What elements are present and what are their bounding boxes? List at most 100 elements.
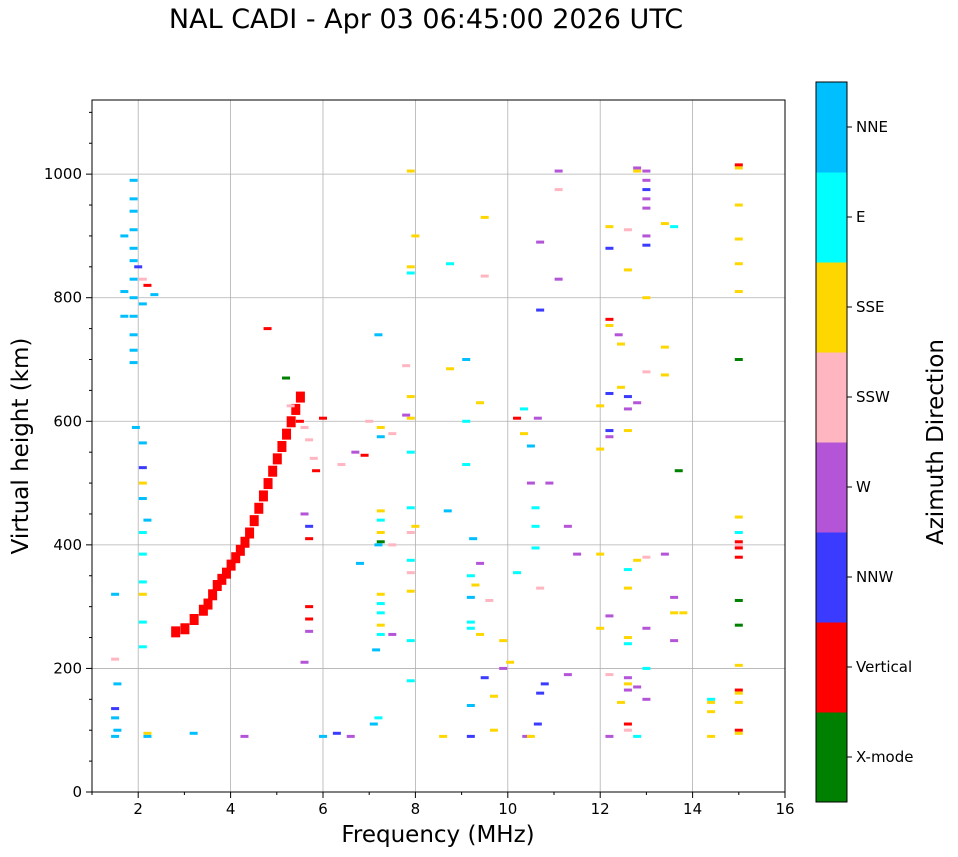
grid-layer (92, 100, 786, 793)
echo-point-228 (734, 531, 743, 534)
echo-point-18 (138, 277, 147, 281)
echo-point-235 (734, 663, 743, 667)
echo-point-71 (376, 518, 385, 522)
echo-point-201 (642, 370, 651, 374)
x-tick-label-0: 2 (133, 800, 143, 818)
colorbar-label-nnw: NNW (856, 568, 893, 586)
trace-point-23 (291, 403, 301, 415)
echo-point-92 (402, 413, 411, 417)
colorbar-swatch-nne (816, 82, 847, 173)
echo-point-32 (111, 592, 120, 596)
echo-point-163 (596, 447, 605, 451)
echo-point-147 (526, 734, 535, 738)
echo-point-36 (111, 716, 120, 720)
x-tick-label-4: 10 (498, 800, 517, 818)
trace-point-4 (203, 598, 213, 610)
echo-point-171 (616, 700, 625, 704)
echo-point-59 (319, 734, 327, 738)
y-tick-label-5: 1000 (44, 165, 82, 183)
echo-point-230 (734, 543, 743, 547)
echo-point-66 (365, 419, 374, 423)
echo-point-181 (623, 642, 632, 646)
echo-point-101 (406, 639, 415, 643)
echo-point-50 (312, 469, 321, 473)
echo-point-212 (670, 595, 679, 599)
echo-point-211 (660, 552, 669, 556)
echo-point-58 (300, 660, 309, 664)
echo-point-65 (355, 561, 364, 565)
echo-point-128 (499, 666, 508, 670)
colorbar-swatch-x-mode (816, 712, 847, 803)
echo-point-121 (476, 561, 485, 565)
echo-point-220 (734, 163, 743, 167)
echo-point-221 (734, 166, 743, 170)
colorbar: X-mode Vertical NNW W SSW SSE E NNE (815, 81, 913, 803)
echo-point-137 (536, 308, 545, 312)
echo-point-94 (406, 450, 415, 454)
trace-point-8 (221, 567, 231, 579)
trace-point-2 (189, 614, 199, 625)
echo-point-46 (295, 419, 304, 423)
echo-point-12 (134, 265, 143, 269)
echo-point-79 (376, 632, 385, 636)
echo-point-149 (554, 169, 563, 173)
echo-point-4 (129, 246, 138, 250)
echo-point-20 (131, 425, 140, 429)
echo-point-144 (536, 691, 545, 695)
echo-point-73 (376, 540, 385, 544)
echo-point-195 (642, 188, 651, 192)
echo-point-145 (533, 722, 542, 726)
trace-point-15 (254, 502, 264, 514)
echo-point-157 (605, 317, 614, 321)
echo-point-70 (376, 509, 385, 513)
echo-point-165 (605, 435, 614, 439)
colorbar-label-ssw: SSW (856, 388, 890, 406)
trace-point-24 (295, 391, 305, 403)
echo-point-132 (519, 432, 528, 436)
colorbar-title: Azimuth Direction (923, 339, 949, 545)
echo-point-223 (734, 237, 743, 241)
echo-point-120 (476, 401, 485, 405)
echo-point-88 (406, 265, 415, 269)
echo-point-85 (388, 632, 397, 636)
echo-point-56 (305, 617, 314, 621)
echo-point-192 (633, 401, 642, 405)
colorbar-label-nne: NNE (856, 118, 888, 136)
echo-point-196 (642, 197, 651, 201)
echo-point-125 (489, 694, 498, 698)
echo-point-197 (642, 206, 651, 210)
colorbar-swatch-ssw (816, 352, 847, 443)
x-tick-label-1: 4 (226, 800, 236, 818)
echo-point-168 (605, 614, 614, 618)
echo-point-173 (623, 268, 632, 272)
echo-point-158 (605, 324, 614, 328)
echo-point-135 (533, 416, 542, 420)
echo-point-7 (129, 296, 138, 300)
echo-point-103 (439, 734, 448, 738)
echo-point-31 (138, 645, 147, 649)
echo-point-206 (660, 222, 669, 226)
y-tick-label-2: 400 (53, 536, 82, 554)
echo-point-84 (388, 543, 397, 547)
colorbar-swatch-e (816, 172, 847, 263)
echo-point-190 (633, 558, 642, 562)
echo-point-185 (623, 722, 632, 726)
echo-point-234 (734, 623, 743, 627)
echo-point-39 (143, 731, 152, 735)
echo-point-210 (674, 469, 683, 473)
echo-point-95 (406, 506, 415, 510)
echo-point-123 (476, 632, 485, 636)
echo-point-98 (406, 558, 415, 562)
echo-point-112 (471, 583, 480, 587)
x-axis: 2 4 6 8 10 12 14 16 (91, 792, 795, 818)
echo-point-152 (563, 524, 572, 528)
echo-point-166 (596, 552, 605, 556)
trace-point-6 (212, 580, 222, 592)
echo-point-209 (660, 373, 669, 377)
echo-point-226 (734, 358, 743, 361)
echo-point-177 (623, 429, 632, 433)
echo-point-49 (309, 456, 318, 460)
echo-point-96 (411, 524, 420, 528)
echo-point-238 (734, 700, 743, 704)
echo-point-175 (623, 395, 632, 399)
